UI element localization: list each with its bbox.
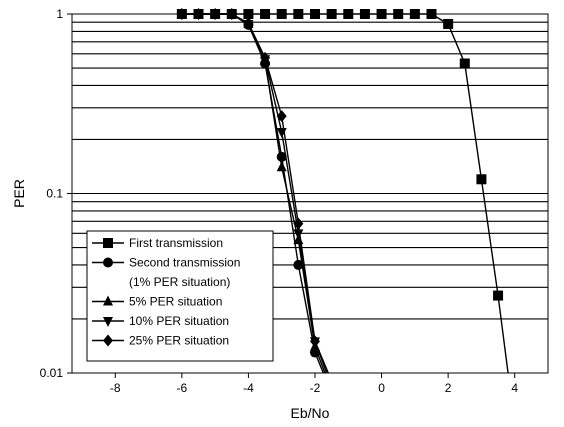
legend-label: Second transmission bbox=[129, 256, 240, 270]
data-point bbox=[493, 290, 504, 301]
legend-label: 10% PER situation bbox=[129, 314, 229, 328]
legend-marker bbox=[103, 317, 113, 327]
y-tick-label: 1 bbox=[56, 7, 63, 21]
data-point bbox=[293, 229, 304, 240]
x-tick-label: -4 bbox=[243, 381, 254, 395]
y-tick-label: 0.01 bbox=[40, 366, 64, 380]
data-point bbox=[243, 17, 254, 30]
legend-marker bbox=[103, 238, 113, 248]
legend-entry: Second transmission bbox=[92, 256, 240, 270]
x-tick-label: -6 bbox=[177, 381, 188, 395]
legend-label: (1% PER situation) bbox=[129, 275, 230, 289]
legend-entry: 25% PER situation bbox=[92, 334, 229, 348]
x-tick-label: -2 bbox=[310, 381, 321, 395]
data-point bbox=[276, 110, 287, 123]
x-tick-label: -8 bbox=[110, 381, 121, 395]
data-point bbox=[459, 58, 470, 69]
legend-marker bbox=[103, 257, 113, 268]
data-point bbox=[293, 217, 304, 230]
data-point bbox=[309, 335, 320, 348]
legend-marker bbox=[103, 334, 113, 347]
legend-entry: 10% PER situation bbox=[92, 314, 229, 328]
data-point bbox=[476, 174, 487, 185]
data-point bbox=[276, 161, 287, 172]
data-point bbox=[293, 259, 304, 270]
legend-entry: (1% PER situation) bbox=[129, 275, 230, 289]
legend-label: 5% PER situation bbox=[129, 295, 222, 309]
legend-entry: First transmission bbox=[92, 236, 223, 250]
x-tick-label: 4 bbox=[511, 381, 518, 395]
x-tick-label: 0 bbox=[378, 381, 385, 395]
data-point bbox=[443, 18, 454, 29]
legend-entry: 5% PER situation bbox=[92, 295, 222, 309]
data-point bbox=[260, 51, 271, 64]
y-axis-label: PER bbox=[11, 179, 27, 208]
legend-box bbox=[86, 230, 274, 362]
tick-labels: -8 -6 -4 -2 0 2 4 0.01 0.1 1 bbox=[40, 7, 519, 395]
x-axis-label: Eb/No bbox=[291, 405, 330, 421]
legend-label: First transmission bbox=[129, 236, 223, 250]
y-tick-label: 0.1 bbox=[46, 187, 63, 201]
legend-label: 25% PER situation bbox=[129, 334, 229, 348]
legend: First transmission Second transmission (1%… bbox=[86, 230, 274, 362]
legend-marker bbox=[103, 295, 113, 306]
x-tick-label: 2 bbox=[445, 381, 452, 395]
